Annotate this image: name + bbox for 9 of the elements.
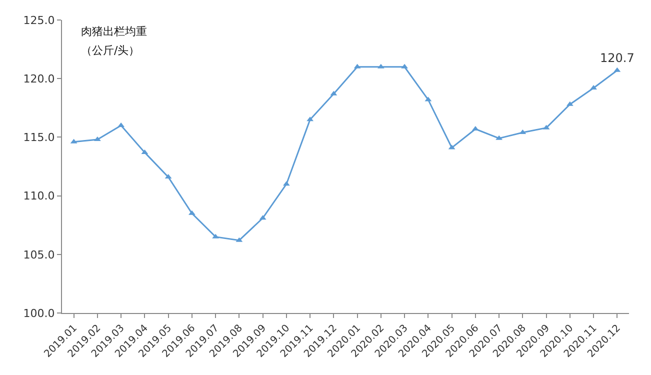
y-tick-label: 120.0	[23, 72, 55, 86]
y-tick-label: 105.0	[23, 248, 55, 262]
y-tick-label: 110.0	[23, 190, 55, 203]
annotation: 120.7	[600, 51, 634, 65]
y-tick-label: 115.0	[23, 131, 55, 144]
y-tick-label: 125.0	[23, 14, 55, 27]
y-tick-label: 100.0	[23, 306, 55, 320]
annotation: 肉猪出栏均重	[81, 25, 147, 38]
annotation: （公斤/头）	[81, 44, 140, 57]
